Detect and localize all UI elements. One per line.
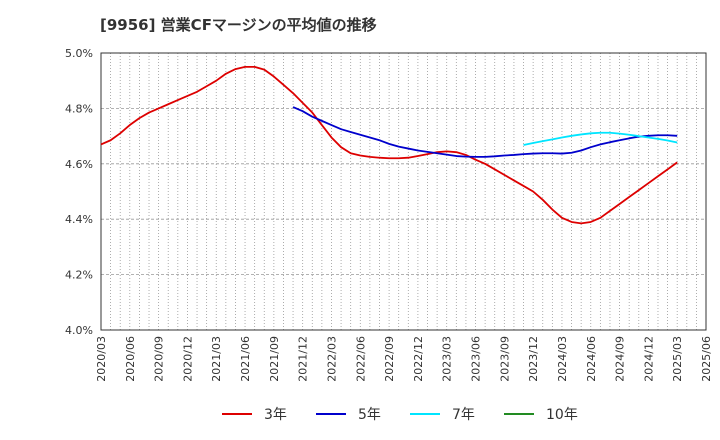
- x-tick-label: 2023/03: [441, 336, 454, 382]
- plot-border: [100, 52, 707, 331]
- x-tick-label: 2021/06: [239, 336, 252, 382]
- x-tick-label: 2023/06: [470, 336, 483, 382]
- x-tick-label: 2021/12: [297, 336, 310, 382]
- legend: 3年 5年 7年 10年: [222, 407, 578, 423]
- chart-title: [9956] 営業CFマージンの平均値の推移: [100, 16, 377, 34]
- series-line-7年: [523, 131, 678, 146]
- y-tick-label: 4.8%: [65, 102, 93, 115]
- x-tick-label: 2020/12: [181, 336, 194, 382]
- x-tick-label: 2022/06: [354, 336, 367, 382]
- legend-label: 5年: [358, 407, 381, 423]
- legend-label: 7年: [452, 407, 475, 423]
- x-tick-label: 2025/06: [700, 336, 713, 382]
- x-tick-label: 2023/12: [527, 336, 540, 382]
- y-tick-label: 4.0%: [65, 324, 93, 337]
- x-tick-label: 2022/12: [412, 336, 425, 382]
- y-tick-label: 4.2%: [65, 269, 93, 282]
- axes: 4.0% 4.2% 4.4% 4.6% 4.8% 5.0% 2020/03 2020/06 20…: [65, 47, 713, 382]
- x-tick-label: 2022/03: [325, 336, 338, 382]
- x-tick-label: 2020/03: [95, 336, 108, 382]
- x-tick-label: 2022/09: [383, 336, 396, 382]
- series-line-5年: [292, 106, 678, 158]
- x-tick-label: 2024/12: [642, 336, 655, 382]
- x-tick-label: 2024/09: [614, 336, 627, 382]
- x-tick-label: 2020/09: [153, 336, 166, 382]
- x-tick-label: 2020/06: [124, 336, 137, 382]
- x-tick-label: 2023/09: [498, 336, 511, 382]
- x-tick-label: 2024/06: [585, 336, 598, 382]
- series-line-3年: [100, 65, 678, 225]
- x-tick-label: 2024/03: [556, 336, 569, 382]
- y-tick-label: 5.0%: [65, 47, 93, 60]
- legend-label: 10年: [546, 407, 578, 423]
- x-tick-label: 2025/03: [671, 336, 684, 382]
- series-lines: [100, 65, 678, 225]
- y-tick-label: 4.6%: [65, 158, 93, 171]
- y-tick-label: 4.4%: [65, 213, 93, 226]
- x-tick-label: 2021/03: [210, 336, 223, 382]
- legend-label: 3年: [264, 407, 287, 423]
- x-tick-label: 2021/09: [268, 336, 281, 382]
